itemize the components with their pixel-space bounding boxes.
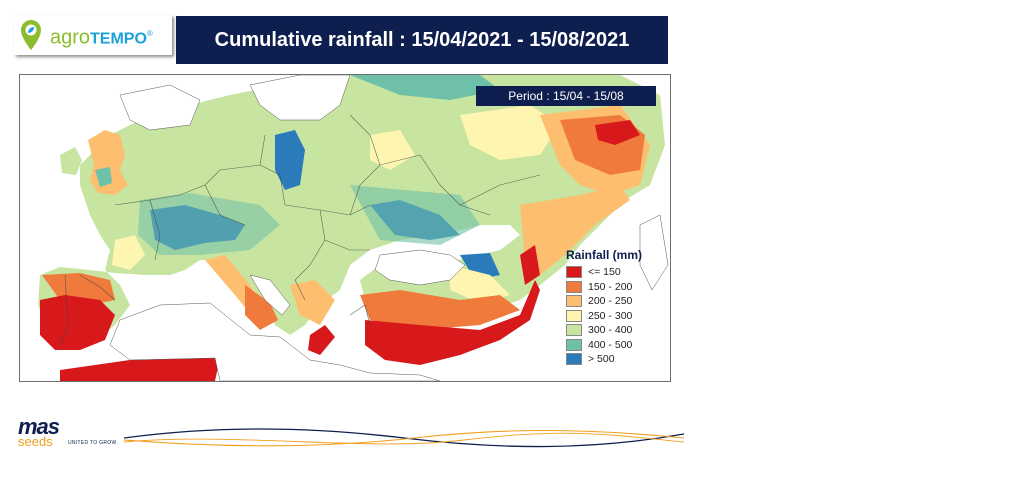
zone-teal-baltic xyxy=(350,75,500,100)
legend-swatch xyxy=(566,295,582,308)
legend-item: 400 - 500 xyxy=(566,338,666,353)
land-ireland xyxy=(60,147,82,175)
legend-item: 300 - 400 xyxy=(566,323,666,338)
legend-item: 200 - 250 xyxy=(566,294,666,309)
map-legend: Rainfall (mm) <= 150 150 - 200 200 - 250… xyxy=(566,248,666,367)
zone-germany-east xyxy=(275,130,305,190)
page-title: Cumulative rainfall : 15/04/2021 - 15/08… xyxy=(176,16,668,64)
europe-rainfall-map xyxy=(20,75,669,381)
zone-yellow-russia xyxy=(460,105,560,160)
zone-red-turkey xyxy=(365,280,540,365)
sea-baltic xyxy=(249,75,351,121)
zone-150-turkey xyxy=(360,290,520,330)
period-label: Period : 15/04 - 15/08 xyxy=(476,86,656,106)
legend-label: 400 - 500 xyxy=(588,338,633,351)
zone-caucasus-north xyxy=(460,253,500,280)
legend-label: 300 - 400 xyxy=(588,324,633,337)
brand-tempo: TEMPO xyxy=(90,30,147,48)
legend-item: > 500 xyxy=(566,352,666,367)
legend-item: 150 - 200 xyxy=(566,280,666,295)
sea-adriatic xyxy=(249,274,291,316)
location-pin-icon xyxy=(21,20,41,50)
mas-wordmark: mas xyxy=(18,414,60,439)
zone-red-greece xyxy=(308,325,335,355)
zone-red-iberia xyxy=(40,295,115,350)
zone-150-italy-s xyxy=(245,285,278,330)
zone-red-caucasus xyxy=(520,245,540,285)
zone-teal-east xyxy=(350,185,480,245)
land-uk-west xyxy=(95,167,112,187)
agrotempo-logo: agroTEMPO® xyxy=(14,15,172,55)
sea-atlantic xyxy=(20,75,80,275)
rainfall-map xyxy=(19,74,671,382)
zone-yellow-poland xyxy=(370,130,415,170)
legend-swatch xyxy=(566,353,582,366)
legend-item: <= 150 xyxy=(566,265,666,280)
zone-red-africa xyxy=(60,355,220,381)
seeds-wordmark: seeds xyxy=(18,434,53,449)
zone-red-volga xyxy=(595,120,640,145)
country-borders xyxy=(59,114,541,346)
legend-label: > 500 xyxy=(588,353,615,366)
legend-label: <= 150 xyxy=(588,266,621,279)
brand-registered: ® xyxy=(146,29,153,38)
zone-teal-central xyxy=(138,193,280,255)
tagline: UNITED TO GROW xyxy=(68,440,117,446)
sea-mediterranean xyxy=(109,302,441,381)
legend-swatch xyxy=(566,266,582,279)
legend-title: Rainfall (mm) xyxy=(566,248,643,262)
zone-orange-balkan xyxy=(290,280,335,325)
sea-caspian xyxy=(639,214,669,291)
decorative-wave xyxy=(124,428,684,448)
legend-swatch xyxy=(566,338,582,351)
brand-name: agroTEMPO® xyxy=(50,21,153,53)
legend-swatch xyxy=(566,324,582,337)
zone-yellow-france xyxy=(112,235,145,270)
zone-orange-south-russia xyxy=(520,185,630,275)
legend-item: 250 - 300 xyxy=(566,309,666,324)
zone-yellow-ukraine xyxy=(450,265,510,303)
legend-swatch xyxy=(566,309,582,322)
legend-label: 200 - 250 xyxy=(588,295,633,308)
legend-label: 150 - 200 xyxy=(588,280,633,293)
legend-swatch xyxy=(566,280,582,293)
mas-seeds-logo: mas seeds UNITED TO GROW xyxy=(18,414,118,450)
legend-label: 250 - 300 xyxy=(588,309,633,322)
sea-north xyxy=(119,84,201,131)
brand-agro: agro xyxy=(50,26,91,49)
sea-black xyxy=(374,249,466,286)
